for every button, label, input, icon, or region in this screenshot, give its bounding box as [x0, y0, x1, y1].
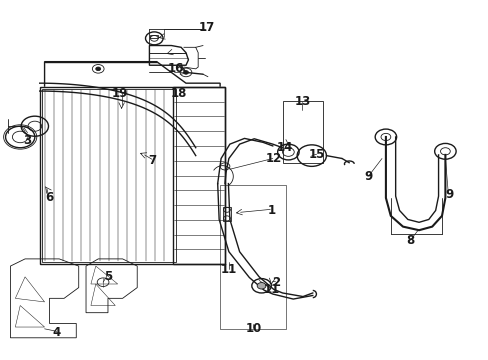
Text: 2: 2 [272, 276, 280, 289]
Bar [282, 101, 322, 163]
Text: 10: 10 [245, 322, 262, 335]
Text: 19: 19 [112, 87, 128, 100]
Bar [40, 87, 224, 264]
Text: 18: 18 [170, 87, 186, 100]
Text: 6: 6 [45, 192, 54, 204]
Bar [222, 207, 231, 221]
Text: 8: 8 [406, 234, 413, 247]
Bar [42, 89, 175, 262]
Text: 15: 15 [308, 148, 324, 161]
Text: 3: 3 [23, 134, 32, 147]
Circle shape [183, 71, 188, 74]
Bar [220, 185, 285, 329]
Text: 11: 11 [220, 263, 237, 276]
Text: 9: 9 [364, 170, 372, 183]
Text: 4: 4 [53, 326, 61, 339]
Bar [173, 87, 224, 264]
Text: 16: 16 [168, 62, 184, 75]
Text: 12: 12 [265, 152, 281, 165]
Text: 17: 17 [198, 21, 214, 34]
Text: 11: 11 [263, 283, 279, 296]
Text: 14: 14 [276, 141, 292, 154]
Text: 5: 5 [103, 270, 112, 283]
Text: 1: 1 [267, 204, 275, 217]
Text: 13: 13 [294, 95, 310, 108]
Circle shape [257, 283, 265, 289]
Text: 7: 7 [147, 154, 156, 167]
Text: 9: 9 [444, 188, 452, 201]
Bar [150, 35, 158, 39]
Circle shape [96, 67, 101, 71]
